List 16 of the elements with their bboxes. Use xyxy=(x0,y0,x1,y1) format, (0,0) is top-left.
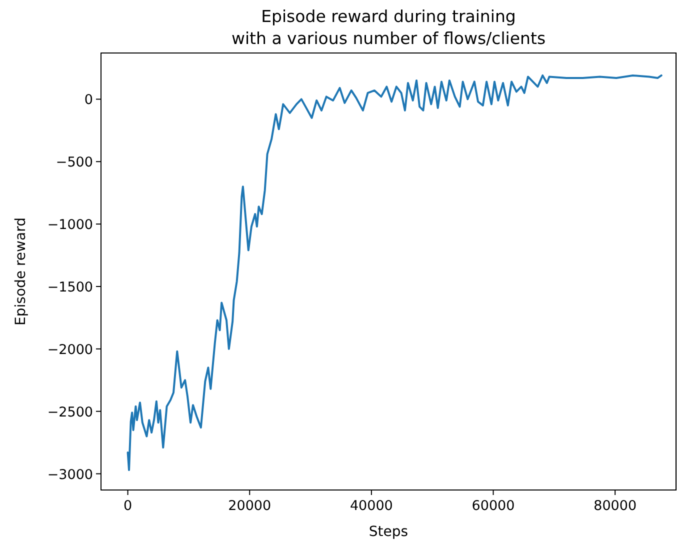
y-tick-label: −2500 xyxy=(47,404,93,420)
y-tick-label: 0 xyxy=(84,92,93,108)
x-tick-label: 60000 xyxy=(472,498,515,514)
y-tick-label: −1000 xyxy=(47,217,93,234)
line-series xyxy=(126,74,662,472)
x-axis-title: Steps xyxy=(368,524,408,540)
y-tick-label: −1500 xyxy=(47,279,93,296)
chart-title: Episode reward during training with a various number of flows/clients xyxy=(231,7,546,48)
x-tick-label: 20000 xyxy=(228,498,272,514)
x-tick-label: 80000 xyxy=(594,498,637,514)
x-tick-label: 40000 xyxy=(350,498,393,514)
x-tick-label: 0 xyxy=(124,498,132,514)
y-tick-label: −3000 xyxy=(47,466,93,483)
y-tick-label: −2000 xyxy=(47,342,93,358)
y-axis-title: Episode reward xyxy=(13,218,29,326)
y-tick-label: −500 xyxy=(56,154,93,171)
